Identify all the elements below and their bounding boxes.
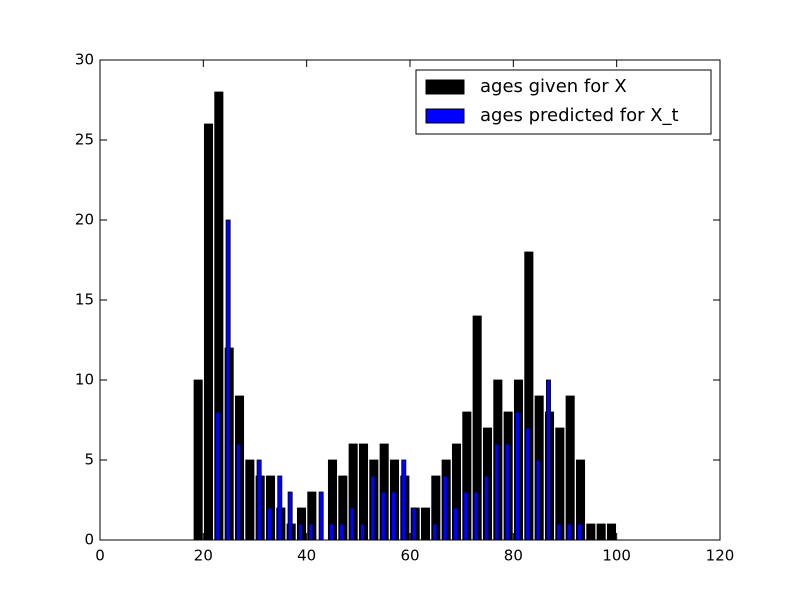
y-tick-label-15: 15 [75, 291, 94, 309]
legend-label-ages-predicted: ages predicted for X_t [480, 105, 679, 126]
bar-ages-predicted-34 [556, 523, 562, 541]
bar-ages-predicted-35 [566, 523, 572, 541]
x-tick-label-0: 0 [95, 547, 105, 565]
bar-ages-predicted-14 [349, 507, 355, 541]
legend-box [415, 69, 712, 135]
bar-ages-predicted-3 [235, 443, 241, 541]
y-tick-label-20: 20 [75, 211, 94, 229]
bar-ages-predicted-18 [390, 491, 396, 541]
bar-ages-given-4 [193, 379, 203, 541]
bar-ages-predicted-23 [442, 475, 448, 541]
bar-ages-predicted-32 [535, 459, 541, 541]
y-tick-label-30: 30 [75, 51, 94, 69]
bar-ages-predicted-2 [225, 219, 231, 541]
bar-ages-predicted-10 [308, 523, 314, 541]
bar-ages-predicted-7 [277, 475, 283, 541]
bar-ages-predicted-8 [287, 491, 293, 541]
bars-layer [193, 91, 617, 541]
x-tick-label-60: 60 [400, 547, 419, 565]
bar-ages-predicted-29 [504, 443, 510, 541]
bar-ages-predicted-1 [215, 411, 221, 541]
bar-ages-predicted-22 [432, 523, 438, 541]
bar-ages-predicted-9 [297, 523, 303, 541]
bar-ages-predicted-36 [577, 523, 582, 541]
y-tick-label-10: 10 [75, 371, 94, 389]
axis-ticks: 0 20 40 60 80 100 120 0 5 10 15 20 25 30 [75, 51, 734, 565]
x-tick-label-120: 120 [706, 547, 735, 565]
bar-ages-predicted-19 [401, 459, 407, 541]
bar-ages-predicted-13 [339, 523, 345, 541]
bar-ages-predicted-33 [546, 379, 551, 541]
bar-ages-given-43 [596, 523, 606, 541]
bar-ages-given-42 [586, 523, 596, 541]
bar-ages-predicted-27 [483, 475, 489, 541]
bar-ages-predicted-25 [463, 491, 469, 541]
bar-ages-predicted-15 [359, 523, 365, 541]
bar-ages-given-9 [245, 459, 255, 541]
bar-ages-predicted-20 [411, 507, 417, 541]
bar-ages-predicted-5 [256, 459, 262, 541]
bar-ages-predicted-24 [452, 507, 458, 541]
bar-ages-given-26 [420, 507, 431, 541]
bar-ages-predicted-6 [266, 507, 272, 541]
bar-ages-predicted-17 [380, 491, 386, 541]
bar-ages-predicted-11 [318, 491, 324, 541]
y-tick-label-5: 5 [84, 451, 94, 469]
legend-label-ages-given: ages given for X [480, 76, 627, 97]
x-tick-label-20: 20 [194, 547, 213, 565]
bar-ages-predicted-12 [328, 523, 334, 541]
legend-swatch-ages-given [425, 79, 465, 95]
legend-swatch-ages-predicted [425, 108, 465, 124]
bar-ages-given-39 [555, 427, 565, 541]
bar-ages-predicted-28 [494, 443, 500, 541]
bar-ages-given-44 [606, 523, 617, 541]
x-tick-label-80: 80 [504, 547, 523, 565]
bar-ages-predicted-16 [370, 475, 376, 541]
y-tick-label-25: 25 [75, 131, 94, 149]
y-tick-label-0: 0 [84, 531, 94, 549]
bar-ages-given-5 [203, 123, 214, 541]
x-tick-label-40: 40 [297, 547, 316, 565]
bar-ages-predicted-26 [473, 491, 479, 541]
legend: ages given for X ages predicted for X_t [415, 69, 712, 135]
bar-ages-predicted-30 [515, 411, 520, 541]
x-tick-label-100: 100 [602, 547, 631, 565]
bar-ages-given-40 [565, 395, 575, 541]
bar-ages-predicted-31 [525, 427, 531, 541]
